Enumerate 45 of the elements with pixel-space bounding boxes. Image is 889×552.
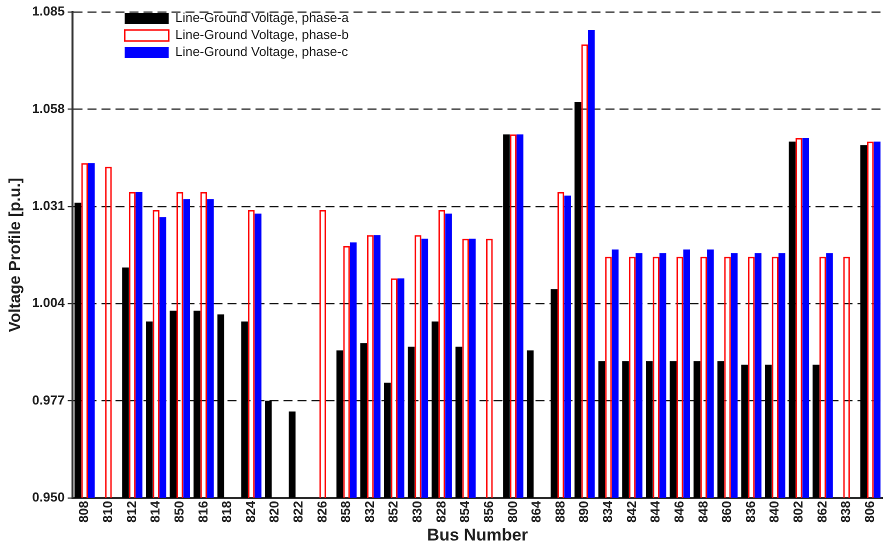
x-tick-label: 840 — [766, 500, 782, 523]
x-tick-label: 818 — [219, 500, 234, 523]
x-tick-label: 816 — [195, 500, 210, 523]
x-tick-label: 858 — [338, 500, 354, 523]
y-tick-label: 1.058 — [32, 100, 65, 116]
x-tick-label: 864 — [528, 500, 544, 523]
x-tick-label: 810 — [100, 500, 116, 523]
x-tick-label: 812 — [124, 500, 139, 523]
x-tick-label: 848 — [695, 500, 710, 523]
x-tick-label: 806 — [862, 500, 877, 523]
legend-label: Line-Ground Voltage, phase-a — [175, 10, 350, 26]
x-tick-label: 856 — [480, 500, 496, 523]
x-tick-label: 846 — [671, 500, 686, 523]
x-tick-label: 888 — [552, 500, 568, 523]
y-tick-label: 1.085 — [32, 4, 65, 19]
x-tick-label: 814 — [148, 500, 163, 523]
x-tick-label: 854 — [457, 500, 472, 523]
x-tick-label: 802 — [790, 500, 806, 523]
y-tick-label: 0.977 — [32, 392, 65, 408]
y-axis-title: Voltage Profile [p.u.] — [7, 178, 24, 332]
x-tick-label: 830 — [410, 500, 425, 523]
legend-label: Line-Ground Voltage, phase-c — [175, 44, 348, 60]
y-tick-label: 0.950 — [32, 489, 65, 504]
x-tick-label: 808 — [76, 500, 92, 523]
x-tick-label: 844 — [648, 500, 663, 523]
y-tick-label: 1.031 — [32, 198, 65, 213]
x-tick-label: 836 — [742, 500, 758, 523]
x-tick-label: 860 — [719, 500, 734, 523]
x-tick-label: 890 — [576, 500, 592, 523]
y-tick-label: 1.004 — [32, 295, 66, 310]
x-tick-label: 828 — [433, 500, 448, 523]
x-tick-label: 842 — [624, 500, 639, 523]
x-tick-label: 850 — [171, 500, 186, 523]
legend-label: Line-Ground Voltage, phase-b — [175, 27, 349, 42]
x-tick-label: 862 — [814, 500, 830, 523]
x-axis-title: Bus Number — [426, 525, 528, 544]
x-tick-label: 824 — [242, 500, 258, 523]
x-tick-label: 852 — [386, 500, 401, 523]
x-tick-label: 834 — [600, 500, 616, 523]
x-tick-label: 832 — [362, 500, 377, 523]
x-tick-label: 800 — [504, 500, 520, 523]
x-tick-label: 826 — [314, 500, 330, 523]
x-tick-label: 838 — [838, 500, 854, 523]
x-tick-label: 820 — [266, 500, 282, 523]
x-tick-label: 822 — [290, 500, 306, 523]
